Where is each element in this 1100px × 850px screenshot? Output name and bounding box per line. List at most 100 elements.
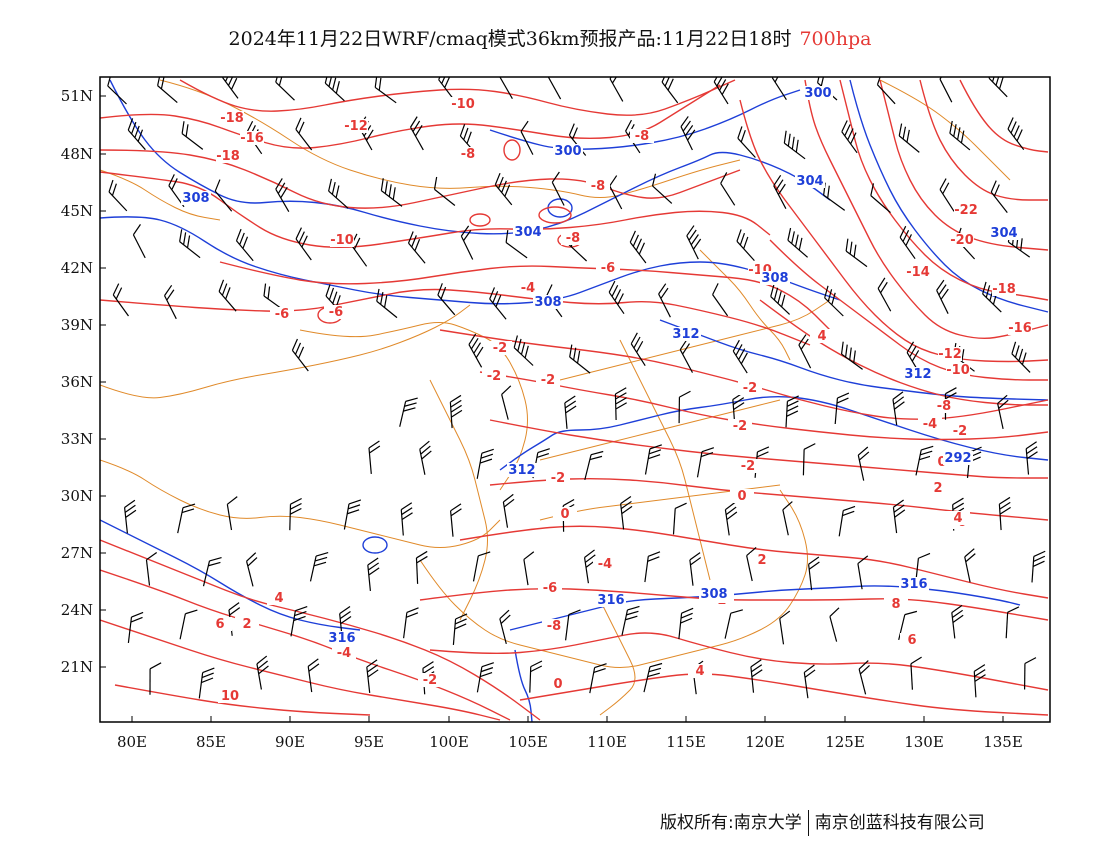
label-mask xyxy=(593,557,617,571)
temperature-contour xyxy=(839,79,1049,301)
title-text: 2024年11月22日WRF/cmaq模式36km预报产品:11月22日18时 xyxy=(228,28,792,50)
height-contour xyxy=(100,216,841,305)
wind-barb xyxy=(785,395,799,428)
temperature-contour xyxy=(100,288,811,346)
temperature-contour xyxy=(100,149,741,209)
wind-barb xyxy=(964,548,976,583)
height-contour xyxy=(514,649,533,722)
label-mask xyxy=(730,489,754,503)
label-mask xyxy=(948,424,972,438)
wind-barb xyxy=(629,230,647,264)
temperature-label: -10 xyxy=(330,233,354,248)
temperature-label: -2 xyxy=(953,424,967,439)
wind-barb xyxy=(202,557,222,587)
wind-barb xyxy=(858,660,870,695)
wind-barb xyxy=(343,499,362,530)
label-mask xyxy=(553,507,577,521)
label-mask xyxy=(596,261,620,275)
temperature-label: -8 xyxy=(547,619,561,634)
label-mask xyxy=(482,369,506,383)
wind-barb xyxy=(415,550,428,584)
wind-barb xyxy=(198,667,215,699)
wind-barb xyxy=(857,446,870,481)
wind-barb xyxy=(290,606,308,637)
wind-barb xyxy=(1007,117,1025,151)
boundary-line xyxy=(539,484,781,521)
temperature-label: -12 xyxy=(938,347,962,362)
height-label: 316 xyxy=(328,631,355,646)
wind-barb xyxy=(808,556,820,591)
label-mask xyxy=(728,419,752,433)
wind-barb xyxy=(309,551,329,582)
wind-barb xyxy=(973,664,986,698)
temperature-contour xyxy=(479,371,1049,441)
label-mask xyxy=(533,295,563,309)
label-mask xyxy=(488,341,512,355)
boundary-line xyxy=(559,299,831,381)
wind-barb xyxy=(988,77,1008,98)
temperature-contour xyxy=(804,79,1049,340)
longitude-axis: 80E 85E 90E 95E 100E 105E 110E 115E 120E 125E 130E… xyxy=(117,716,1023,751)
wind-barb xyxy=(127,118,146,151)
label-mask xyxy=(332,646,356,660)
temperature-label: 0 xyxy=(560,507,569,522)
temperature-label: 6 xyxy=(215,617,224,632)
wind-barb xyxy=(712,283,729,317)
label-mask xyxy=(181,191,211,205)
label-mask xyxy=(538,581,562,595)
height-label: 312 xyxy=(672,327,699,342)
wind-barb xyxy=(773,174,787,209)
wind-barb xyxy=(368,440,381,474)
boundary-line xyxy=(100,459,501,548)
credit-company: 南京创蓝科技有限公司 xyxy=(814,813,985,833)
label-mask xyxy=(688,664,712,678)
wind-barb xyxy=(218,279,237,312)
temperature-label: -2 xyxy=(743,381,757,396)
wind-barb xyxy=(214,179,233,212)
temperature-label: -2 xyxy=(551,471,565,486)
wind-barb xyxy=(770,284,791,315)
label-mask xyxy=(596,593,626,607)
label-mask xyxy=(992,282,1016,296)
wind-barb xyxy=(870,183,891,214)
label-mask xyxy=(738,381,762,395)
wind-barb xyxy=(564,395,577,429)
wind-barb xyxy=(295,117,313,151)
lat-label: 48N xyxy=(61,145,93,163)
wind-barb xyxy=(256,655,269,690)
label-mask xyxy=(267,591,291,605)
temperature-label: 0 xyxy=(553,677,562,692)
label-mask xyxy=(1008,321,1032,335)
temperature-contours xyxy=(100,79,1049,721)
temperature-label: -4 xyxy=(521,281,535,296)
wind-barb xyxy=(177,503,196,534)
wind-barb xyxy=(678,607,694,640)
credit-owner: 版权所有:南京大学 xyxy=(660,813,802,833)
wind-barb xyxy=(621,605,640,636)
wind-barb xyxy=(783,130,806,160)
label-mask xyxy=(989,226,1019,240)
temperature-label: 6 xyxy=(907,633,916,648)
wind-barb xyxy=(1025,441,1038,475)
wind-barb xyxy=(877,277,892,312)
height-contour xyxy=(499,395,1049,471)
temperature-label: -2 xyxy=(541,373,555,388)
temperature-label: -8 xyxy=(566,231,580,246)
wind-barb xyxy=(328,178,349,209)
wind-barb xyxy=(123,499,137,534)
label-mask xyxy=(216,149,240,163)
wind-barb xyxy=(410,116,424,151)
wind-barb xyxy=(899,225,916,260)
temperature-label: -8 xyxy=(461,147,475,162)
wind-barb xyxy=(644,444,662,475)
label-mask xyxy=(884,597,908,611)
temperature-label: -2 xyxy=(493,341,507,356)
temperature-contour xyxy=(489,419,1048,479)
lon-label: 95E xyxy=(354,733,384,751)
wind-barb xyxy=(449,394,463,429)
wind-barb xyxy=(380,178,403,207)
wind-barb xyxy=(181,121,204,150)
wind-barb xyxy=(936,279,949,314)
wind-barb xyxy=(696,447,715,478)
label-mask xyxy=(795,174,825,188)
